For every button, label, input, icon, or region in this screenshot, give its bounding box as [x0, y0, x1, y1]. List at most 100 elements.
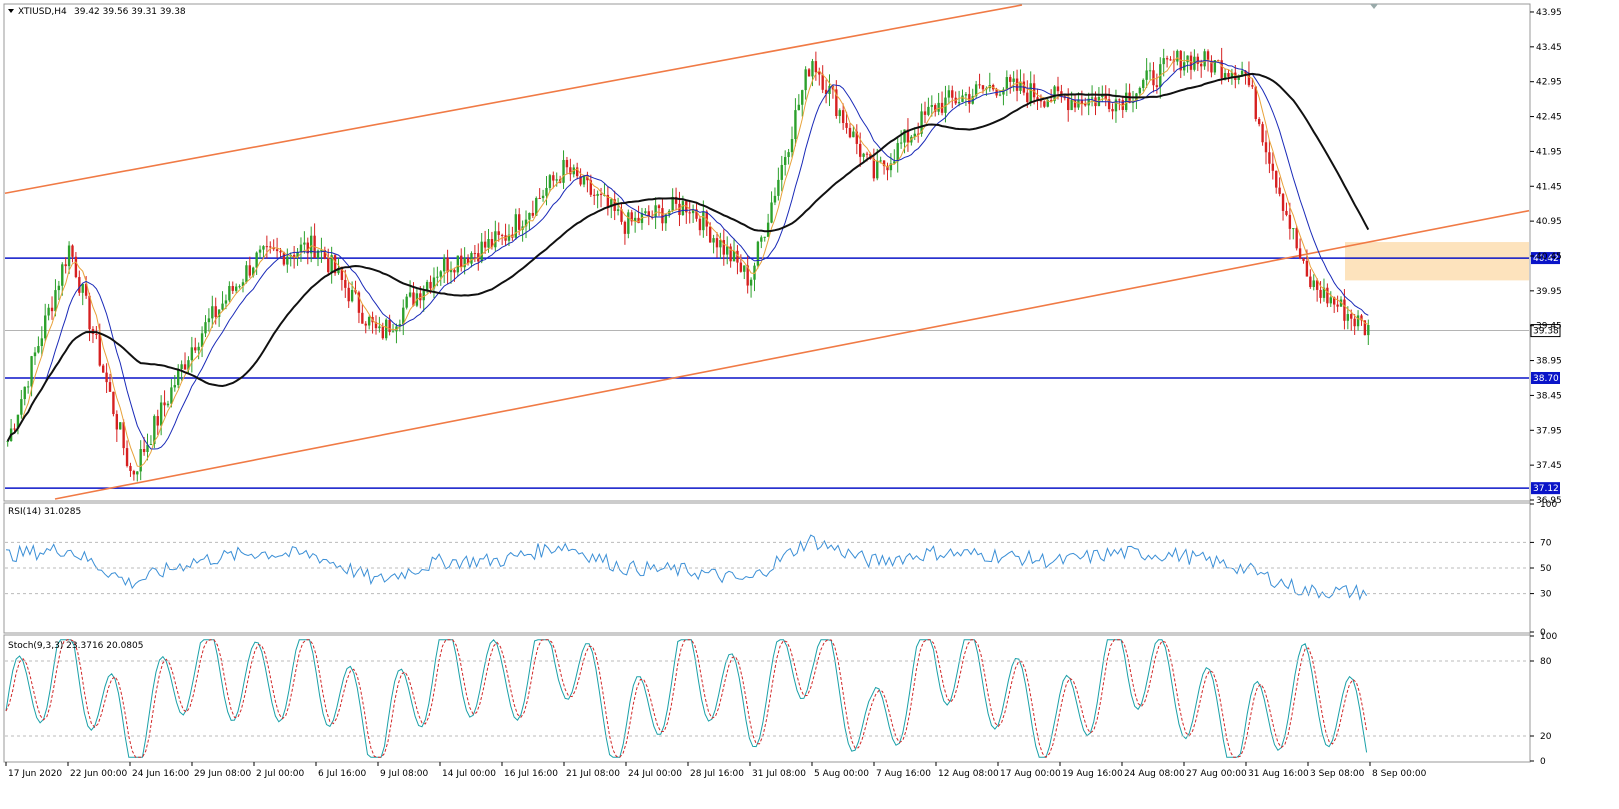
candle-body	[1305, 260, 1309, 277]
candle-body	[746, 265, 749, 286]
candle-body	[930, 105, 934, 107]
candle-body	[1298, 248, 1302, 259]
candle-body	[1104, 95, 1107, 100]
candle-body	[47, 307, 50, 316]
candle-body	[330, 255, 333, 273]
candle-body	[964, 94, 968, 96]
candle-body	[569, 167, 572, 175]
price-tick-label: 42.45	[1536, 113, 1562, 123]
candle-body	[770, 202, 773, 223]
candle-body	[1251, 85, 1254, 87]
candle-body	[470, 253, 473, 264]
time-tick-label: 31 Jul 08:00	[752, 769, 806, 779]
candle-body	[20, 399, 23, 415]
candle-body	[596, 193, 599, 196]
candle-body	[1036, 97, 1039, 101]
candle-body	[1155, 85, 1159, 87]
candle-body	[906, 129, 910, 143]
candle-body	[736, 250, 739, 263]
candle-body	[466, 257, 470, 264]
candle-body	[497, 231, 500, 235]
candle-body	[1315, 280, 1319, 290]
candle-body	[74, 256, 78, 278]
candle-body	[763, 236, 766, 238]
candle-body	[13, 428, 16, 430]
collapse-arrow-icon[interactable]	[8, 9, 14, 13]
candle-body	[1200, 63, 1203, 67]
candle-body	[1049, 100, 1053, 102]
candle-body	[1046, 100, 1049, 107]
candle-body	[708, 226, 712, 243]
candle-body	[1275, 170, 1278, 188]
candle-body	[944, 97, 947, 113]
level-price-tag-label: 40.42	[1533, 254, 1559, 264]
candle-body	[1210, 60, 1213, 73]
candle-body	[303, 242, 306, 245]
candle-body	[719, 240, 722, 248]
candle-body	[896, 143, 899, 162]
candle-body	[872, 158, 876, 179]
candle-body	[214, 306, 217, 318]
candle-body	[1165, 58, 1169, 60]
candle-body	[691, 209, 695, 214]
candle-body	[136, 471, 139, 475]
candle-body	[1012, 78, 1015, 82]
candle-body	[838, 110, 841, 117]
candle-body	[1223, 73, 1227, 78]
candle-body	[139, 449, 142, 472]
price-tick-label: 38.95	[1536, 357, 1562, 367]
candle-body	[241, 282, 245, 287]
candle-body	[177, 369, 180, 386]
candle-body	[620, 209, 623, 222]
time-tick-label: 24 Jun 16:00	[132, 769, 189, 779]
candle-body	[1213, 60, 1217, 73]
candle-body	[565, 159, 569, 168]
candle-body	[1019, 81, 1022, 91]
candle-body	[170, 387, 173, 404]
candle-body	[480, 241, 483, 262]
candle-body	[630, 212, 633, 222]
time-tick-label: 5 Aug 00:00	[814, 769, 869, 779]
candle-body	[221, 303, 224, 310]
candle-body	[30, 356, 33, 387]
price-tick-label: 36.95	[1536, 496, 1562, 506]
current-price-tag	[1530, 324, 1561, 338]
time-tick-label: 17 Jun 2020	[8, 769, 62, 779]
candle-body	[272, 247, 275, 250]
candle-body	[681, 201, 685, 216]
candle-body	[749, 279, 753, 286]
candle-body	[258, 249, 262, 253]
candle-body	[756, 241, 760, 266]
candle-body	[903, 129, 906, 143]
stoch-tick-label: 80	[1540, 657, 1552, 667]
candle-body	[589, 180, 593, 195]
chart-shift-marker-icon[interactable]	[1370, 4, 1378, 9]
candle-body	[1084, 103, 1087, 106]
candle-body	[57, 285, 61, 291]
candle-body	[582, 175, 586, 185]
candle-body	[804, 69, 807, 91]
candle-body	[657, 205, 661, 209]
candle-body	[1356, 315, 1360, 327]
candle-body	[367, 317, 371, 326]
candle-body	[255, 252, 258, 268]
candle-body	[398, 324, 402, 327]
rsi-tick-label: 70	[1540, 538, 1552, 548]
candle-body	[286, 256, 289, 265]
candle-body	[204, 322, 207, 334]
candle-body	[937, 102, 940, 112]
candle-body	[1107, 99, 1111, 110]
candle-body	[1346, 314, 1350, 321]
candle-body	[889, 163, 893, 171]
candle-body	[166, 403, 170, 406]
candle-body	[654, 205, 657, 218]
candle-body	[180, 364, 183, 370]
candle-body	[783, 157, 787, 165]
candle-body	[876, 160, 879, 179]
candle-body	[248, 265, 252, 276]
candle-body	[412, 292, 415, 306]
candle-body	[927, 106, 930, 115]
candle-body	[1220, 60, 1223, 78]
candle-body	[153, 416, 156, 445]
